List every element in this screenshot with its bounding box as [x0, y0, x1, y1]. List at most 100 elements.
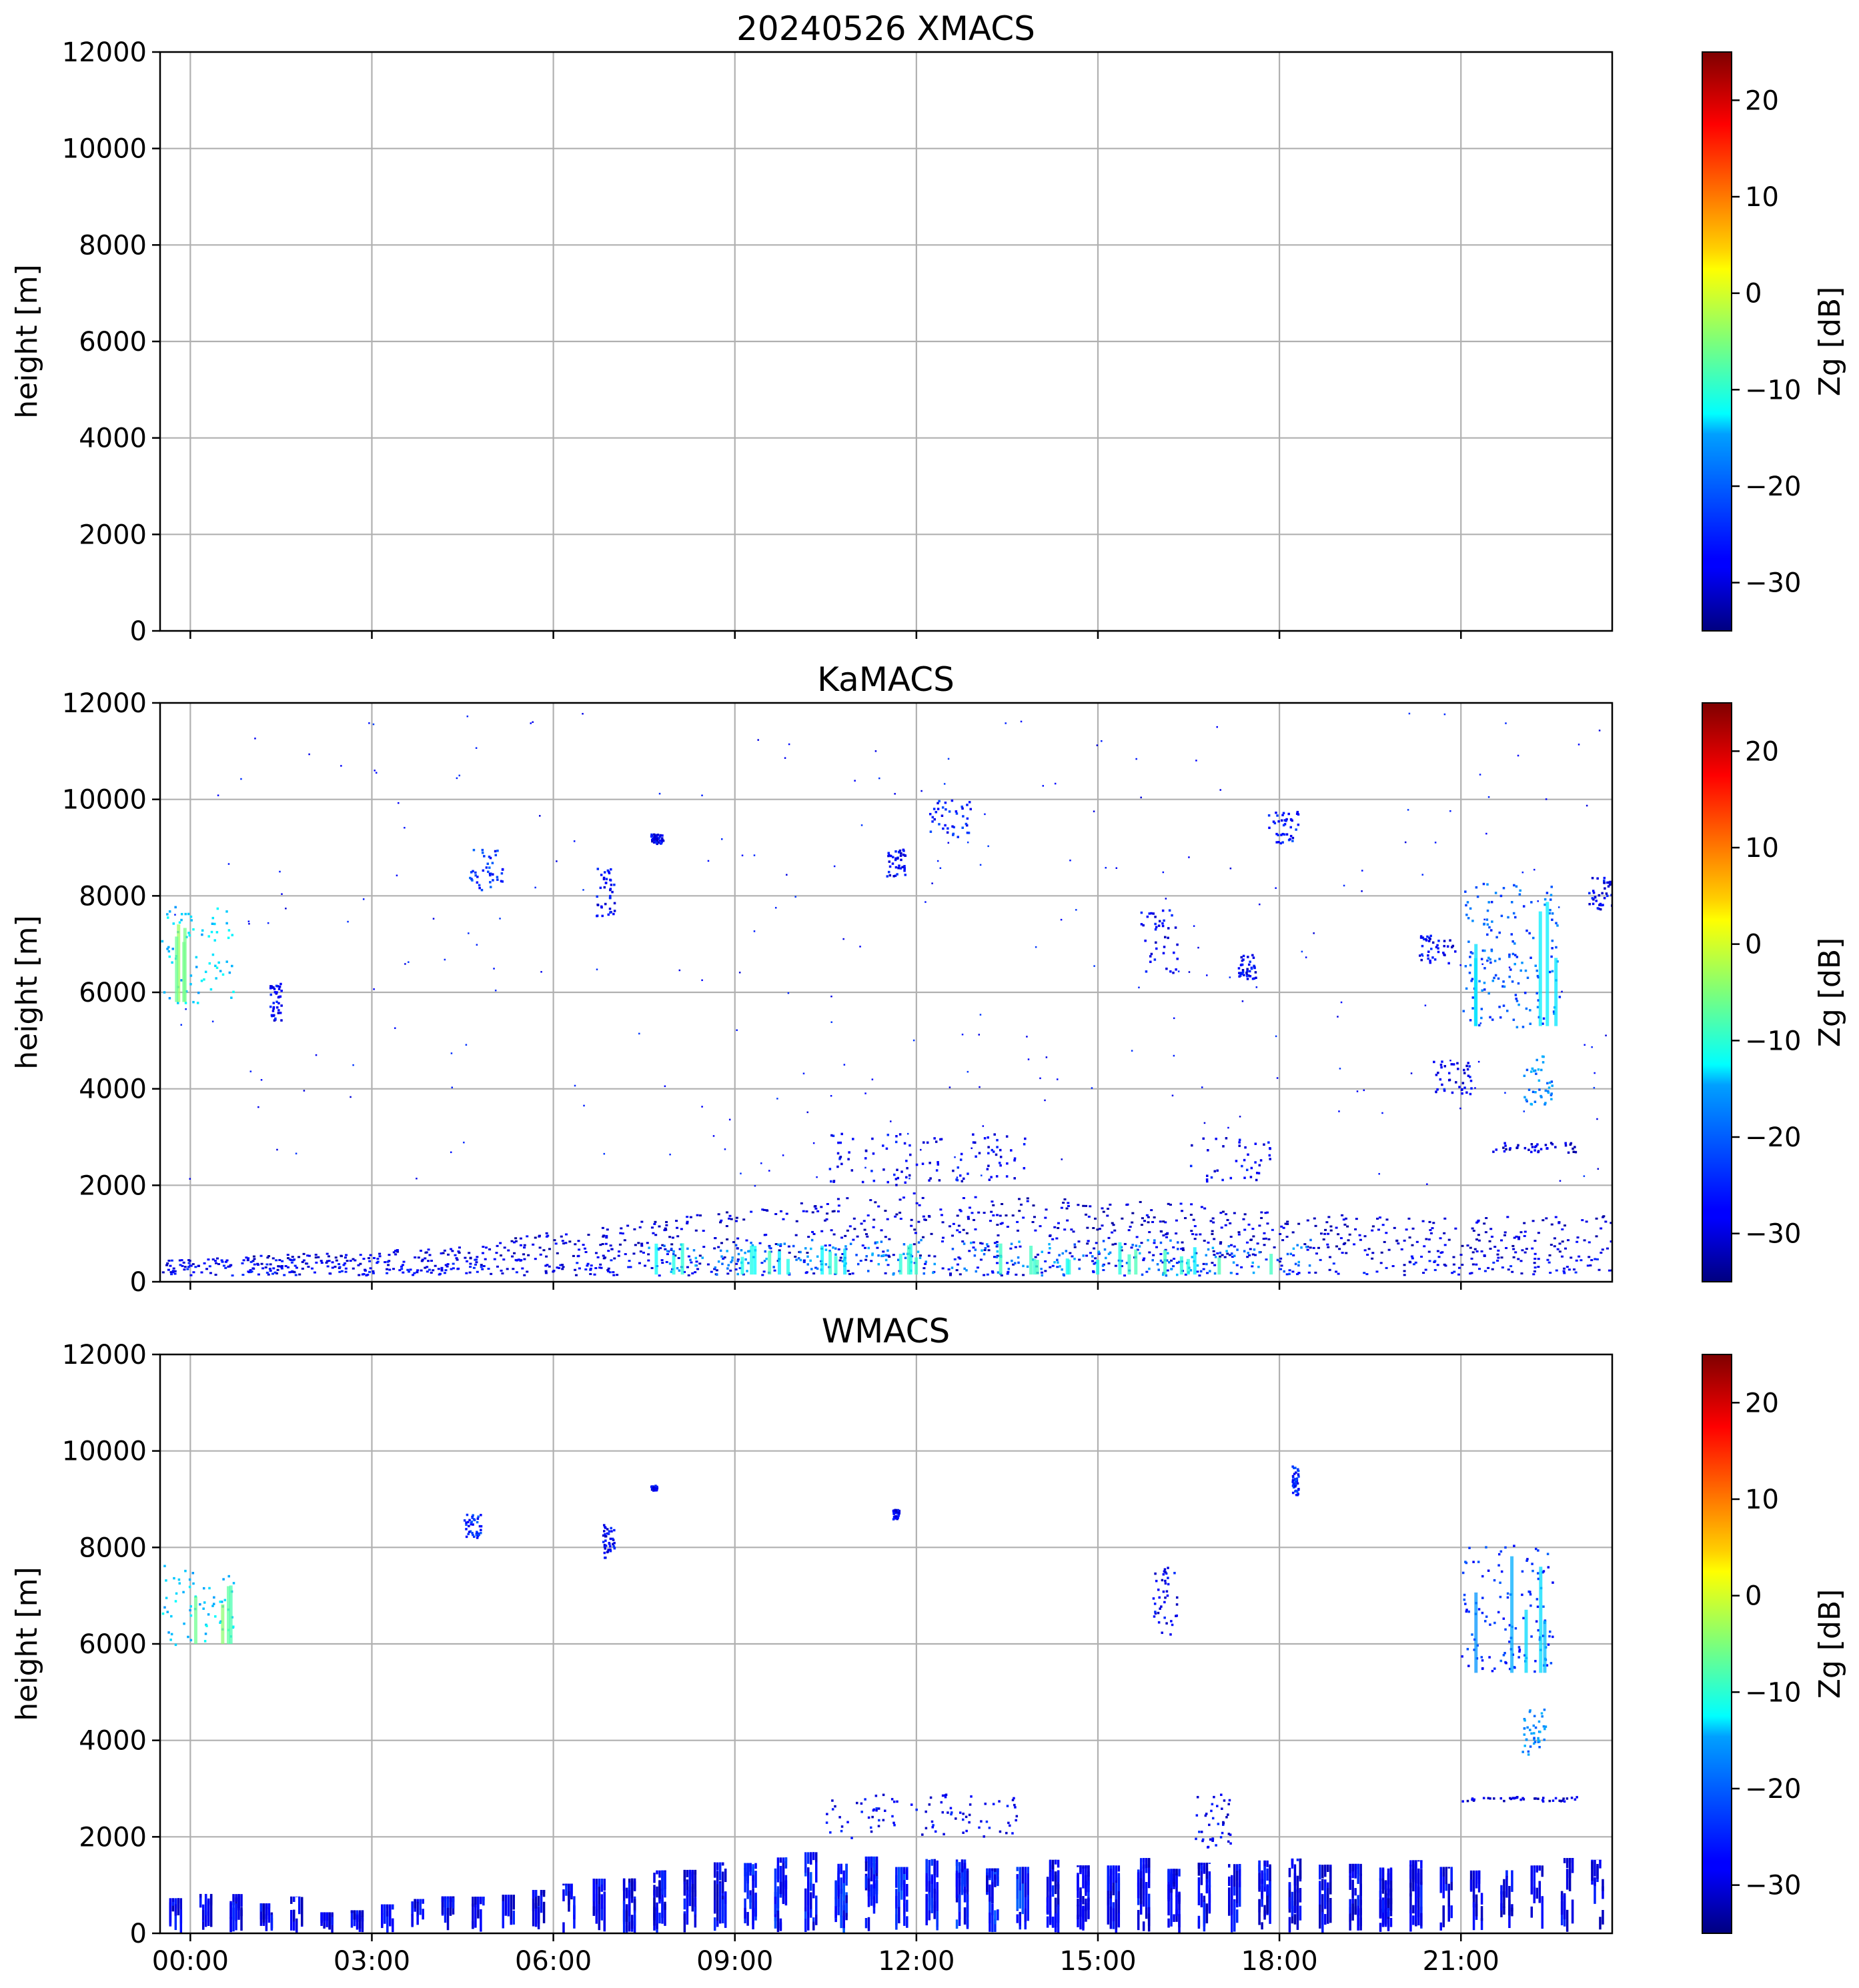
echo-cell — [1541, 1219, 1545, 1222]
echo-cell — [1173, 1572, 1176, 1575]
echo-cell — [1607, 885, 1610, 888]
echo-cell — [1467, 1074, 1470, 1077]
echo-cell — [1528, 1711, 1531, 1713]
echo-cell — [1051, 1916, 1055, 1928]
echo-cell — [716, 1872, 719, 1897]
echo-cell — [882, 1144, 884, 1147]
colorbar-tick-label: 10 — [1745, 1484, 1779, 1515]
echo-cell — [1519, 1231, 1523, 1234]
echo-cell — [344, 1267, 348, 1270]
noise-dot — [956, 1176, 959, 1178]
echo-cell — [297, 1256, 301, 1258]
echo-cell — [659, 1247, 662, 1250]
echo-cell — [694, 1869, 697, 1875]
echo-cell — [720, 1219, 723, 1222]
echo-cell — [1162, 1220, 1165, 1223]
echo-cell — [644, 1264, 647, 1267]
echo-cell — [898, 1133, 902, 1136]
echo-cell — [1379, 1262, 1383, 1264]
echo-cell — [272, 1006, 275, 1009]
noise-dot — [1593, 1086, 1596, 1089]
echo-cell — [421, 1258, 424, 1261]
echo-cell — [1465, 1609, 1468, 1611]
echo-cell — [869, 1826, 872, 1829]
echo-cell — [1499, 1550, 1503, 1553]
echo-cell — [892, 1511, 895, 1513]
echo-cell — [1293, 1877, 1297, 1891]
noise-dot — [1140, 796, 1142, 799]
echo-cell — [694, 1906, 697, 1928]
cloud-fragment — [269, 982, 283, 1022]
echo-cell — [1278, 1260, 1281, 1263]
echo-cell — [1450, 1063, 1453, 1066]
noise-dot — [530, 722, 532, 724]
echo-cell — [604, 1557, 606, 1559]
echo-cell — [1251, 1261, 1254, 1264]
echo-cell — [784, 1880, 788, 1906]
echo-cell — [602, 1524, 606, 1527]
echo-cell — [1608, 1269, 1611, 1272]
echo-cell — [170, 1259, 173, 1262]
echo-cell — [1543, 903, 1546, 906]
echo-cell — [1467, 1665, 1470, 1667]
echo-cell — [661, 834, 664, 837]
echo-cell — [500, 880, 503, 883]
echo-cell — [882, 1168, 885, 1171]
echo-cell — [895, 1213, 898, 1216]
echo-cell — [1539, 1731, 1541, 1733]
low-level-scan-bursts — [169, 1852, 1604, 1933]
noise-dot — [180, 1024, 183, 1026]
echo-cell — [1546, 1553, 1550, 1555]
convective-tops — [1189, 1137, 1271, 1183]
echo-cell — [512, 1268, 515, 1270]
noise-dot — [1026, 1036, 1028, 1038]
echo-cell — [989, 1868, 991, 1878]
echo-cell — [967, 1172, 969, 1175]
echo-cell — [990, 1210, 993, 1213]
cloud-fragment — [650, 833, 665, 846]
echo-cell — [358, 1911, 362, 1919]
echo-cell — [476, 1521, 479, 1524]
echo-cell — [1483, 923, 1485, 926]
echo-cell — [1247, 1252, 1249, 1254]
echo-cell — [807, 1912, 810, 1931]
echo-cell — [904, 1256, 907, 1260]
echo-cell — [610, 1259, 613, 1262]
echo-cell — [1351, 1863, 1354, 1865]
echo-cell — [846, 1197, 849, 1200]
echo-cell — [1170, 1869, 1173, 1889]
echo-cell — [1297, 1260, 1301, 1264]
echo-cell — [1551, 1143, 1554, 1146]
echo-cell — [1553, 1245, 1556, 1248]
echo-cell — [981, 1242, 984, 1245]
noise-dot — [961, 1033, 964, 1036]
echo-cell — [870, 1885, 873, 1906]
echo-cell — [928, 1179, 931, 1182]
echo-cell — [1295, 1484, 1297, 1486]
echo-cell — [1420, 1881, 1423, 1911]
echo-cell — [1533, 1715, 1536, 1718]
echo-cell — [664, 1904, 666, 1926]
echo-cell — [903, 1867, 906, 1874]
echo-cell — [1431, 941, 1435, 944]
noise-dot — [408, 961, 410, 963]
echo-cell — [1281, 841, 1284, 844]
echo-cell — [1329, 1229, 1333, 1232]
echo-cell — [951, 1811, 953, 1814]
echo-cell — [807, 1881, 810, 1905]
echo-cell — [1541, 1865, 1543, 1877]
echo-cell — [271, 1272, 275, 1275]
echo-cell — [1417, 1860, 1420, 1862]
echo-cell — [991, 1868, 994, 1871]
echo-cell — [874, 1795, 878, 1797]
echo-cell — [1327, 1216, 1331, 1218]
echo-cell — [1189, 1214, 1193, 1216]
echo-cell — [1531, 1569, 1534, 1573]
echo-cell — [725, 1211, 728, 1214]
echo-cell — [686, 1911, 689, 1925]
echo-cell — [480, 1897, 482, 1903]
echo-cell — [1013, 1157, 1017, 1160]
noise-dot — [784, 757, 786, 759]
echo-cell — [1472, 1902, 1475, 1931]
echo-cell — [1470, 1087, 1473, 1090]
